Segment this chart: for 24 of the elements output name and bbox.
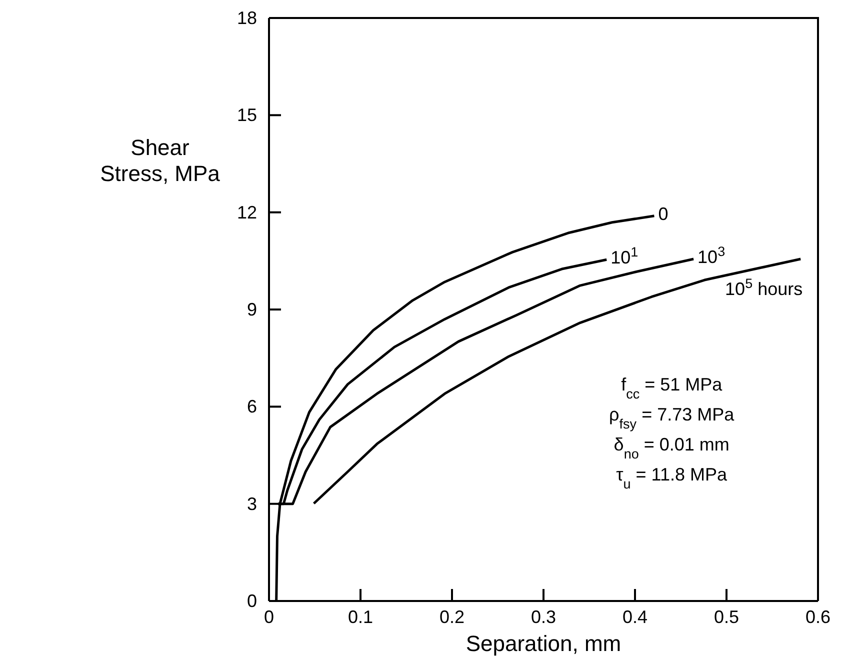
y-tick-label: 12: [236, 202, 257, 222]
x-tick-label: 0.3: [530, 607, 556, 627]
series-label: 10$^{1}$: [610, 244, 638, 268]
y-tick-label: 9: [246, 300, 257, 320]
annotation: τ$_{u}$ = 11.8 MPa: [616, 464, 728, 491]
x-tick-label: 0.5: [714, 607, 740, 627]
y-tick-label: 0: [246, 591, 257, 611]
y-tick-label: 18: [236, 8, 257, 28]
x-tick-label: 0.1: [348, 607, 374, 627]
x-axis-title: Separation, mm: [466, 631, 622, 656]
x-tick-label: 0.4: [622, 607, 648, 627]
y-tick-label: 3: [246, 494, 257, 514]
y-tick-label: 6: [246, 396, 257, 417]
y-axis-title: Shear Stress, MPa: [100, 135, 221, 186]
x-tick-label: 0: [264, 607, 274, 627]
annotation: ρ$_{fsy}$ = 7.73 MPa: [609, 404, 736, 431]
y-tick-label: 15: [236, 105, 257, 126]
annotation: δ$_{no}$ = 0.01 mm: [614, 434, 730, 461]
series-label: 0: [658, 204, 668, 224]
x-tick-label: 0.2: [439, 607, 465, 627]
series-label: 10$^{3}$: [698, 243, 726, 267]
x-tick-label: 0.6: [805, 607, 831, 627]
annotation: f$_{cc}$ = 51 MPa: [621, 374, 724, 401]
series-label: 10$^{5}$ hours: [725, 275, 803, 299]
